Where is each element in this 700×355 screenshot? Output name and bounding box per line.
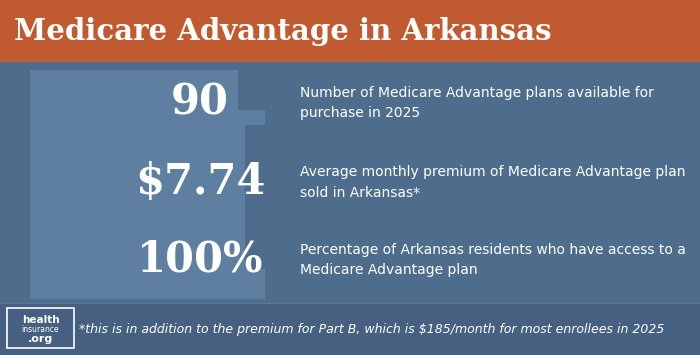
Text: Medicare Advantage in Arkansas: Medicare Advantage in Arkansas xyxy=(14,16,552,45)
Text: $7.74: $7.74 xyxy=(135,162,265,203)
FancyBboxPatch shape xyxy=(0,0,700,62)
Text: health: health xyxy=(22,315,60,324)
Text: 90: 90 xyxy=(171,82,229,124)
Text: Percentage of Arkansas residents who have access to a
Medicare Advantage plan: Percentage of Arkansas residents who hav… xyxy=(300,242,686,277)
Text: insurance: insurance xyxy=(22,324,60,334)
Text: .org: .org xyxy=(28,334,53,344)
Text: 100%: 100% xyxy=(136,239,263,280)
FancyBboxPatch shape xyxy=(0,303,700,355)
Text: Number of Medicare Advantage plans available for
purchase in 2025: Number of Medicare Advantage plans avail… xyxy=(300,86,654,120)
Text: Average monthly premium of Medicare Advantage plan
sold in Arkansas*: Average monthly premium of Medicare Adva… xyxy=(300,165,685,200)
Text: *this is in addition to the premium for Part B, which is $185/month for most enr: *this is in addition to the premium for … xyxy=(79,322,664,335)
Polygon shape xyxy=(30,70,265,299)
